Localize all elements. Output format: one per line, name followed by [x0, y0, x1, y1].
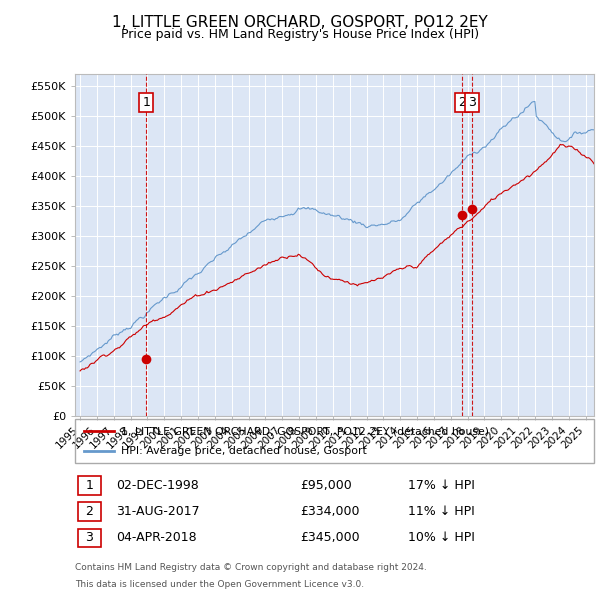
Text: 3: 3	[468, 96, 476, 109]
Text: 10% ↓ HPI: 10% ↓ HPI	[408, 532, 475, 545]
Text: 3: 3	[85, 532, 94, 545]
Text: £345,000: £345,000	[300, 532, 359, 545]
Text: £334,000: £334,000	[300, 505, 359, 519]
Text: 04-APR-2018: 04-APR-2018	[116, 532, 196, 545]
Text: Contains HM Land Registry data © Crown copyright and database right 2024.: Contains HM Land Registry data © Crown c…	[75, 563, 427, 572]
Text: HPI: Average price, detached house, Gosport: HPI: Average price, detached house, Gosp…	[121, 446, 367, 455]
Text: 1: 1	[85, 479, 94, 492]
Text: 2: 2	[85, 505, 94, 519]
Text: 17% ↓ HPI: 17% ↓ HPI	[408, 479, 475, 492]
Text: 11% ↓ HPI: 11% ↓ HPI	[408, 505, 475, 519]
Text: 2: 2	[458, 96, 466, 109]
Text: This data is licensed under the Open Government Licence v3.0.: This data is licensed under the Open Gov…	[75, 580, 364, 589]
Text: 1, LITTLE GREEN ORCHARD, GOSPORT, PO12 2EY (detached house): 1, LITTLE GREEN ORCHARD, GOSPORT, PO12 2…	[121, 427, 489, 436]
Text: 1, LITTLE GREEN ORCHARD, GOSPORT, PO12 2EY: 1, LITTLE GREEN ORCHARD, GOSPORT, PO12 2…	[112, 15, 488, 30]
Text: 31-AUG-2017: 31-AUG-2017	[116, 505, 199, 519]
Text: Price paid vs. HM Land Registry's House Price Index (HPI): Price paid vs. HM Land Registry's House …	[121, 28, 479, 41]
Text: £95,000: £95,000	[300, 479, 352, 492]
Text: 1: 1	[142, 96, 150, 109]
Text: 02-DEC-1998: 02-DEC-1998	[116, 479, 199, 492]
